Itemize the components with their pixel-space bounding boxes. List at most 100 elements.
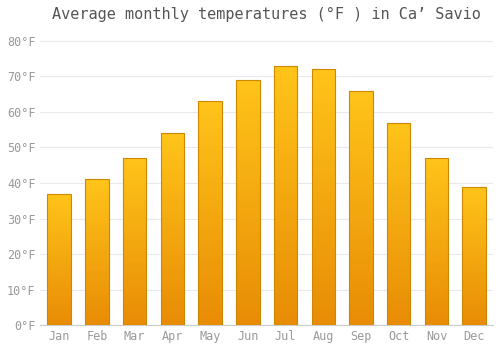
Bar: [387, 127, 410, 131]
Bar: [462, 192, 486, 195]
Bar: [160, 156, 184, 160]
Bar: [160, 229, 184, 233]
Bar: [425, 258, 448, 262]
Bar: [236, 193, 260, 198]
Bar: [236, 232, 260, 237]
Bar: [85, 229, 108, 232]
Bar: [48, 244, 71, 246]
Bar: [198, 119, 222, 124]
Bar: [425, 222, 448, 225]
Bar: [48, 199, 71, 202]
Bar: [160, 145, 184, 148]
Bar: [274, 304, 297, 310]
Bar: [350, 128, 372, 133]
Bar: [123, 278, 146, 282]
Bar: [387, 285, 410, 289]
Bar: [123, 295, 146, 299]
Bar: [274, 159, 297, 164]
Bar: [85, 255, 108, 258]
Bar: [312, 320, 335, 325]
Bar: [123, 318, 146, 322]
Bar: [198, 186, 222, 191]
Bar: [274, 258, 297, 263]
Bar: [48, 296, 71, 299]
Bar: [274, 226, 297, 232]
Bar: [387, 268, 410, 273]
Bar: [425, 241, 448, 245]
Bar: [123, 158, 146, 161]
Bar: [85, 305, 108, 308]
Bar: [85, 197, 108, 200]
Bar: [350, 208, 372, 212]
Bar: [425, 185, 448, 188]
Bar: [350, 114, 372, 119]
Bar: [425, 255, 448, 258]
Bar: [462, 220, 486, 223]
Bar: [48, 270, 71, 273]
Bar: [236, 252, 260, 257]
Bar: [48, 225, 71, 228]
Bar: [160, 302, 184, 306]
Bar: [462, 187, 486, 325]
Bar: [123, 308, 146, 312]
Bar: [462, 292, 486, 295]
Bar: [462, 303, 486, 306]
Bar: [123, 299, 146, 302]
Bar: [123, 185, 146, 188]
Bar: [350, 161, 372, 166]
Bar: [236, 134, 260, 139]
Bar: [48, 257, 71, 259]
Bar: [274, 76, 297, 81]
Bar: [387, 228, 410, 232]
Bar: [350, 231, 372, 236]
Bar: [387, 317, 410, 321]
Bar: [198, 155, 222, 160]
Bar: [236, 198, 260, 203]
Bar: [350, 166, 372, 170]
Bar: [123, 181, 146, 185]
Bar: [160, 133, 184, 137]
Bar: [123, 205, 146, 208]
Bar: [198, 231, 222, 236]
Bar: [160, 310, 184, 314]
Bar: [350, 189, 372, 194]
Bar: [387, 220, 410, 224]
Bar: [274, 185, 297, 190]
Bar: [123, 255, 146, 258]
Bar: [462, 281, 486, 284]
Bar: [85, 316, 108, 319]
Bar: [85, 290, 108, 293]
Bar: [198, 209, 222, 213]
Bar: [462, 195, 486, 198]
Bar: [462, 206, 486, 209]
Bar: [425, 248, 448, 252]
Bar: [85, 191, 108, 194]
Bar: [425, 195, 448, 198]
Bar: [350, 142, 372, 147]
Bar: [236, 119, 260, 124]
Bar: [387, 171, 410, 175]
Bar: [462, 198, 486, 201]
Bar: [48, 246, 71, 249]
Bar: [462, 306, 486, 309]
Bar: [48, 238, 71, 241]
Bar: [312, 300, 335, 305]
Bar: [425, 315, 448, 318]
Bar: [462, 261, 486, 264]
Bar: [236, 296, 260, 301]
Bar: [274, 232, 297, 237]
Bar: [274, 149, 297, 154]
Bar: [160, 218, 184, 222]
Bar: [123, 258, 146, 262]
Bar: [85, 258, 108, 261]
Bar: [462, 286, 486, 289]
Bar: [387, 321, 410, 325]
Bar: [425, 161, 448, 165]
Bar: [274, 102, 297, 107]
Bar: [123, 208, 146, 211]
Bar: [123, 315, 146, 318]
Bar: [85, 185, 108, 188]
Bar: [312, 294, 335, 300]
Bar: [425, 158, 448, 325]
Bar: [236, 222, 260, 227]
